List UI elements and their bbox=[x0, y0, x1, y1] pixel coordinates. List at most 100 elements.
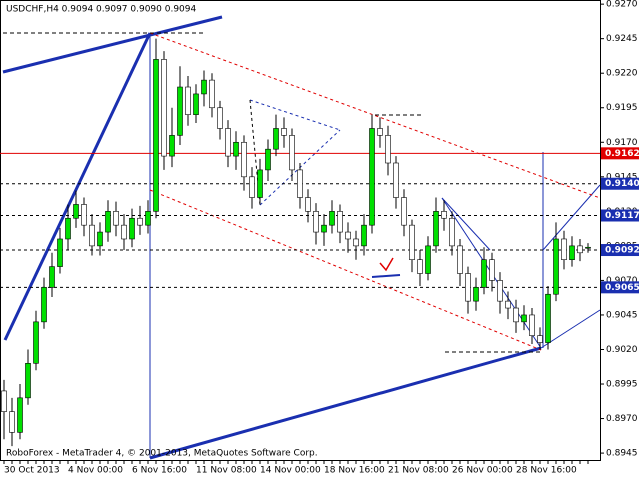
trend-lines bbox=[2, 15, 601, 460]
candle-body bbox=[297, 169, 303, 198]
candle-body bbox=[433, 211, 439, 247]
candle-body bbox=[425, 245, 431, 274]
y-tick-label: 0.9045 bbox=[606, 310, 638, 320]
footer: RoboForex - MetaTrader 4, © 2001-2013, M… bbox=[6, 449, 318, 459]
trend-line bbox=[542, 184, 601, 251]
candle-body bbox=[345, 231, 351, 240]
candle-body bbox=[81, 204, 87, 226]
candle-body bbox=[89, 224, 95, 247]
candle-body bbox=[529, 314, 535, 336]
candle-body bbox=[289, 135, 295, 171]
y-tick-label: 0.9195 bbox=[606, 103, 638, 113]
candle-body bbox=[417, 259, 423, 274]
level-box bbox=[601, 177, 639, 190]
candle-body bbox=[193, 93, 199, 115]
x-tick-label: 6 Nov 16:00 bbox=[132, 466, 187, 476]
trend-line bbox=[2, 15, 223, 74]
candle-body bbox=[489, 259, 495, 281]
x-tick-label: 26 Nov 00:00 bbox=[452, 466, 513, 476]
candle-body bbox=[1, 390, 7, 412]
x-tick-label: 28 Nov 16:00 bbox=[516, 466, 577, 476]
candle-body bbox=[329, 211, 335, 226]
check-mark bbox=[379, 257, 394, 272]
candle-body bbox=[353, 238, 359, 247]
candle-body bbox=[409, 224, 415, 260]
candle-body bbox=[393, 162, 399, 198]
triangle-line bbox=[249, 99, 341, 131]
y-tick-label: 0.9270 bbox=[606, 0, 638, 10]
candle-body bbox=[73, 204, 79, 219]
candle-body bbox=[65, 217, 71, 240]
level-label: 0.9065 bbox=[605, 283, 640, 293]
level-label: 0.9140 bbox=[605, 179, 640, 189]
x-tick-label: 18 Nov 16:00 bbox=[324, 466, 385, 476]
x-tick-label: 30 Oct 2013 bbox=[4, 466, 60, 476]
candle-body bbox=[249, 176, 255, 198]
candle-body bbox=[497, 280, 503, 302]
level-box bbox=[601, 244, 639, 257]
y-tick-label: 0.9020 bbox=[606, 345, 638, 355]
candle-body bbox=[113, 211, 119, 226]
candle-body bbox=[161, 59, 167, 157]
candle-body bbox=[41, 287, 47, 323]
candle-body bbox=[457, 245, 463, 274]
y-tick-label: 0.8945 bbox=[606, 449, 638, 459]
y-tick-label: 0.9070 bbox=[606, 276, 638, 286]
candle-body bbox=[561, 238, 567, 260]
candle-body bbox=[553, 238, 559, 295]
x-tick-label: 14 Nov 00:00 bbox=[260, 466, 321, 476]
candle-body bbox=[145, 211, 151, 226]
level-label: 0.9092 bbox=[605, 246, 640, 256]
y-tick-label: 0.9220 bbox=[606, 69, 638, 79]
candle-body bbox=[105, 211, 111, 233]
candle-body bbox=[169, 135, 175, 157]
candle-body bbox=[177, 86, 183, 136]
level-label: 0.9117 bbox=[605, 211, 640, 221]
trend-line bbox=[540, 309, 601, 349]
candle-body bbox=[273, 128, 279, 150]
candle-body bbox=[481, 259, 487, 288]
x-tick-label: 4 Nov 00:00 bbox=[68, 466, 123, 476]
candle-body bbox=[17, 397, 23, 433]
trend-line bbox=[441, 197, 491, 251]
candle-body bbox=[513, 307, 519, 323]
candle-body bbox=[129, 217, 135, 240]
trend-line bbox=[149, 346, 542, 460]
candle-body bbox=[505, 300, 511, 309]
candle-body bbox=[337, 211, 343, 233]
candle-body bbox=[521, 314, 527, 323]
candle-body bbox=[217, 107, 223, 129]
candle-body bbox=[281, 128, 287, 136]
y-tick-label: 0.9145 bbox=[606, 172, 638, 182]
candle-body bbox=[545, 293, 551, 343]
level-box bbox=[601, 147, 639, 160]
candle-body bbox=[33, 321, 39, 364]
candle-body bbox=[153, 59, 159, 212]
candle-body bbox=[121, 224, 127, 240]
candle-body bbox=[57, 238, 63, 267]
candle-body bbox=[569, 245, 575, 260]
candle-body bbox=[369, 128, 375, 226]
candle-body bbox=[321, 224, 327, 233]
candle-body bbox=[377, 128, 383, 136]
candle-body bbox=[473, 287, 479, 302]
candle-body bbox=[137, 217, 143, 226]
candle-body bbox=[201, 79, 207, 95]
candle-body bbox=[25, 363, 31, 399]
candle-body bbox=[97, 231, 103, 247]
level-box bbox=[601, 209, 639, 222]
trend-line bbox=[3, 32, 152, 341]
candle-body bbox=[537, 335, 543, 343]
candle-body bbox=[385, 135, 391, 164]
x-tick-label: 21 Nov 08:00 bbox=[388, 466, 449, 476]
x-tick-label: 11 Nov 08:00 bbox=[196, 466, 257, 476]
candle-body bbox=[585, 246, 591, 249]
candle-body bbox=[9, 411, 15, 433]
y-tick-label: 0.8970 bbox=[606, 414, 638, 424]
candle-body bbox=[401, 197, 407, 226]
channel-line bbox=[149, 189, 542, 351]
candle-body bbox=[209, 79, 215, 109]
trend-line bbox=[371, 274, 401, 278]
